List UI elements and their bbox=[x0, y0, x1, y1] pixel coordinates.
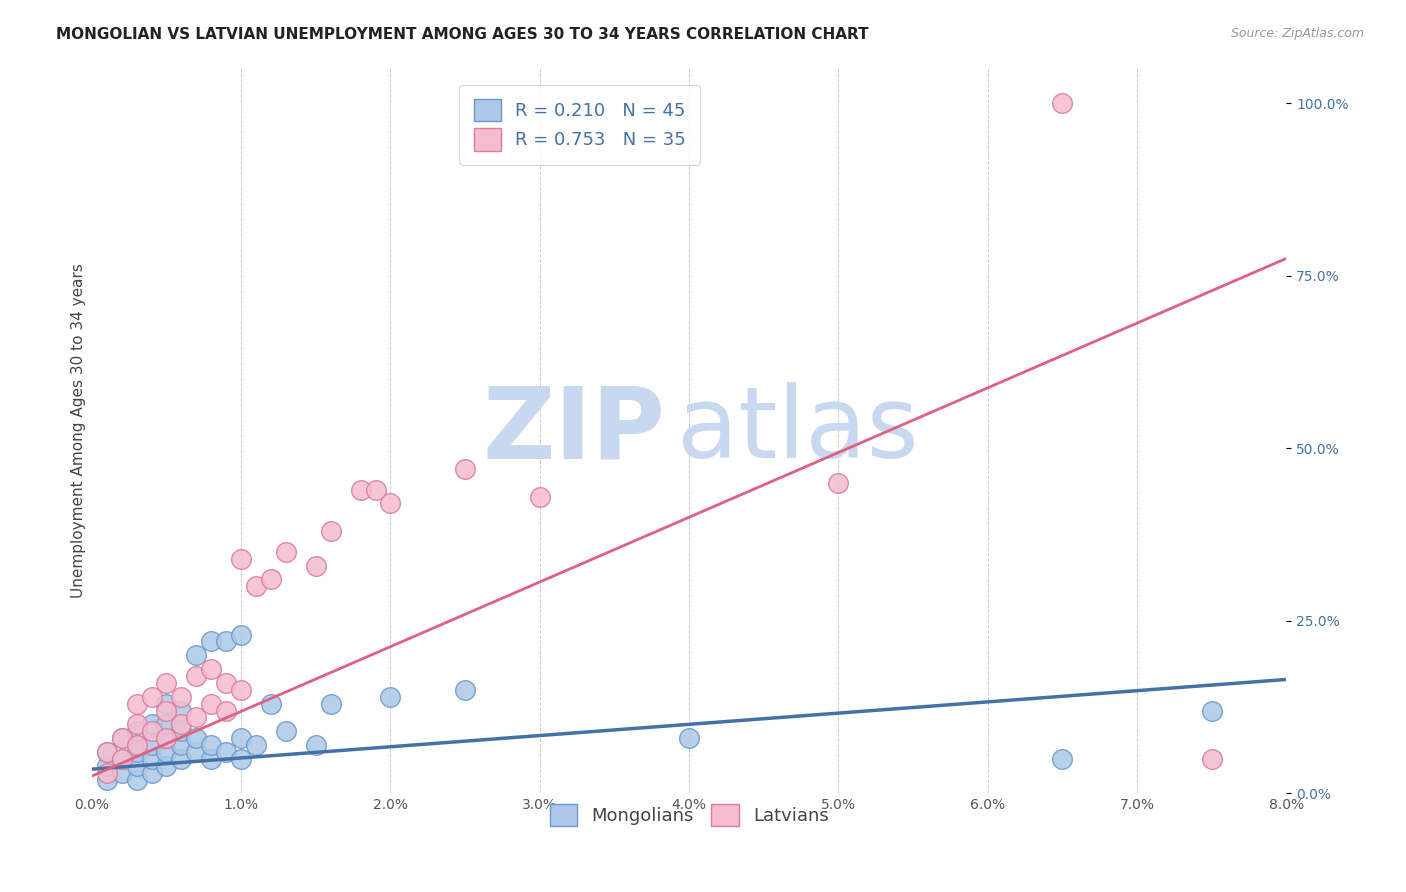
Point bbox=[155, 731, 177, 745]
Point bbox=[96, 745, 118, 759]
Point bbox=[274, 545, 297, 559]
Point bbox=[215, 676, 238, 690]
Point bbox=[305, 738, 328, 752]
Y-axis label: Unemployment Among Ages 30 to 34 years: Unemployment Among Ages 30 to 34 years bbox=[72, 263, 86, 599]
Point bbox=[111, 765, 134, 780]
Point bbox=[200, 752, 222, 766]
Point bbox=[155, 717, 177, 731]
Point bbox=[170, 690, 193, 704]
Text: ZIP: ZIP bbox=[482, 383, 665, 479]
Point bbox=[200, 634, 222, 648]
Point bbox=[125, 758, 148, 772]
Point bbox=[215, 745, 238, 759]
Point bbox=[155, 758, 177, 772]
Point bbox=[111, 752, 134, 766]
Point bbox=[200, 697, 222, 711]
Point bbox=[186, 669, 208, 683]
Point bbox=[231, 752, 253, 766]
Point bbox=[274, 724, 297, 739]
Point bbox=[170, 752, 193, 766]
Point bbox=[155, 731, 177, 745]
Point bbox=[245, 738, 267, 752]
Point bbox=[186, 745, 208, 759]
Point bbox=[260, 572, 283, 586]
Point bbox=[96, 765, 118, 780]
Point bbox=[141, 752, 163, 766]
Text: MONGOLIAN VS LATVIAN UNEMPLOYMENT AMONG AGES 30 TO 34 YEARS CORRELATION CHART: MONGOLIAN VS LATVIAN UNEMPLOYMENT AMONG … bbox=[56, 27, 869, 42]
Point bbox=[678, 731, 700, 745]
Point bbox=[111, 731, 134, 745]
Point bbox=[319, 697, 342, 711]
Point bbox=[186, 710, 208, 724]
Point bbox=[319, 524, 342, 538]
Point bbox=[111, 752, 134, 766]
Point bbox=[155, 704, 177, 718]
Point bbox=[96, 745, 118, 759]
Point bbox=[141, 690, 163, 704]
Point bbox=[111, 731, 134, 745]
Point bbox=[215, 634, 238, 648]
Point bbox=[125, 717, 148, 731]
Point bbox=[827, 475, 849, 490]
Point bbox=[170, 738, 193, 752]
Point bbox=[170, 717, 193, 731]
Point bbox=[186, 731, 208, 745]
Point bbox=[380, 496, 402, 510]
Point bbox=[215, 704, 238, 718]
Point bbox=[186, 648, 208, 663]
Point bbox=[260, 697, 283, 711]
Point bbox=[125, 738, 148, 752]
Point bbox=[155, 745, 177, 759]
Point bbox=[231, 731, 253, 745]
Point bbox=[96, 758, 118, 772]
Point bbox=[155, 676, 177, 690]
Point bbox=[125, 745, 148, 759]
Point bbox=[155, 697, 177, 711]
Point bbox=[125, 772, 148, 787]
Text: Source: ZipAtlas.com: Source: ZipAtlas.com bbox=[1230, 27, 1364, 40]
Point bbox=[529, 490, 551, 504]
Point bbox=[231, 627, 253, 641]
Point bbox=[170, 704, 193, 718]
Point bbox=[141, 765, 163, 780]
Point bbox=[454, 462, 477, 476]
Point bbox=[125, 697, 148, 711]
Point bbox=[1201, 704, 1223, 718]
Point bbox=[170, 724, 193, 739]
Point bbox=[245, 579, 267, 593]
Point bbox=[1201, 752, 1223, 766]
Point bbox=[1052, 96, 1074, 111]
Point bbox=[305, 558, 328, 573]
Point bbox=[380, 690, 402, 704]
Point bbox=[141, 717, 163, 731]
Point bbox=[1052, 752, 1074, 766]
Legend: Mongolians, Latvians: Mongolians, Latvians bbox=[540, 795, 838, 835]
Point bbox=[200, 662, 222, 676]
Text: atlas: atlas bbox=[678, 383, 918, 479]
Point bbox=[141, 724, 163, 739]
Point bbox=[231, 551, 253, 566]
Point bbox=[364, 483, 387, 497]
Point bbox=[141, 738, 163, 752]
Point bbox=[454, 682, 477, 697]
Point bbox=[200, 738, 222, 752]
Point bbox=[231, 682, 253, 697]
Point bbox=[96, 772, 118, 787]
Point bbox=[349, 483, 371, 497]
Point bbox=[125, 724, 148, 739]
Point bbox=[125, 738, 148, 752]
